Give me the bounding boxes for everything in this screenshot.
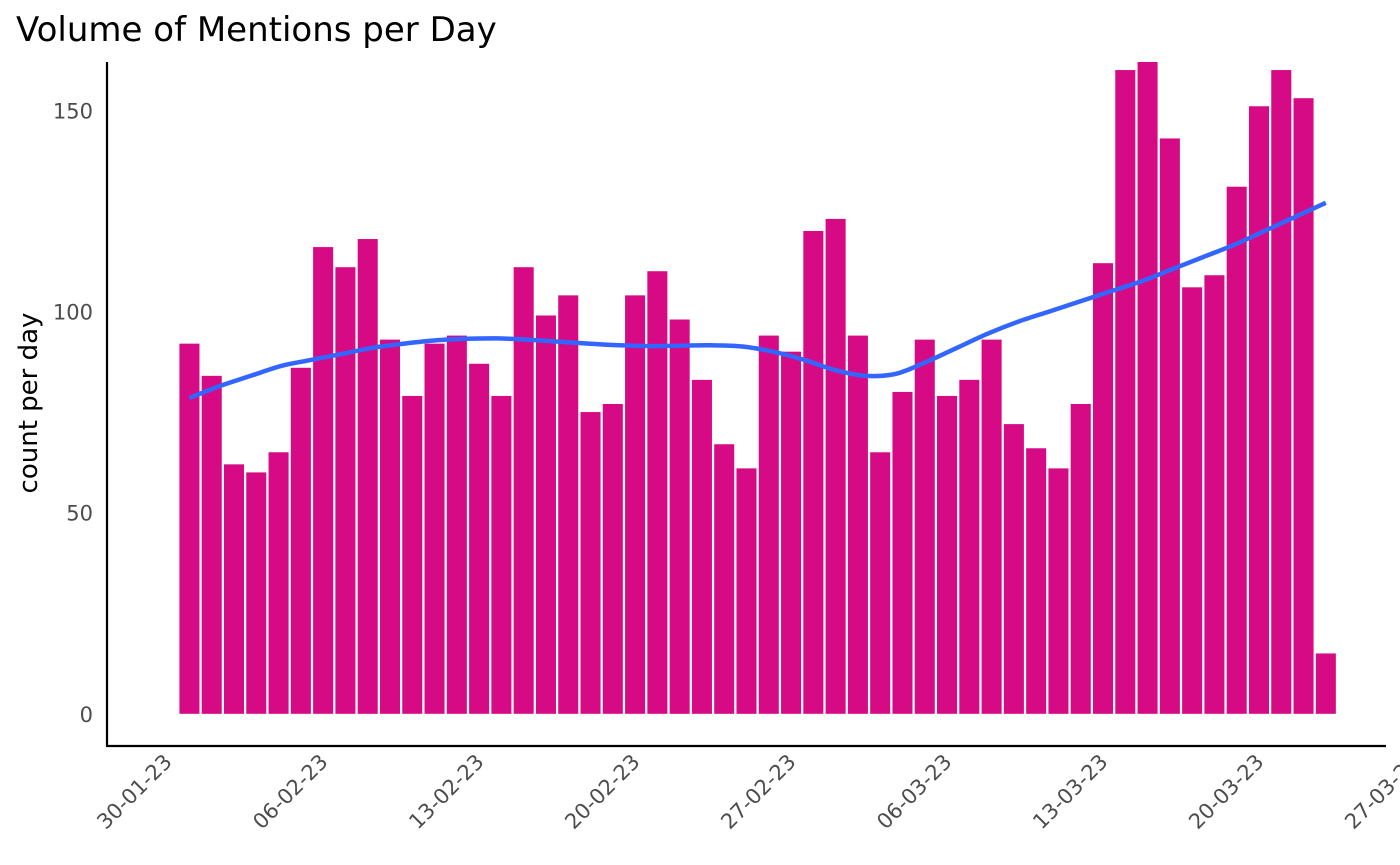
- bar: [736, 468, 757, 714]
- bar: [781, 351, 802, 714]
- bar: [669, 319, 690, 714]
- y-tick-label: 0: [80, 703, 93, 727]
- bar: [602, 404, 623, 714]
- bar: [446, 335, 467, 714]
- bars-layer: [179, 62, 1336, 714]
- smooth-trend-line: [188, 200, 1327, 401]
- bar: [179, 343, 200, 714]
- bar: [1115, 70, 1136, 714]
- bar: [424, 343, 445, 714]
- y-tick-label: 50: [66, 502, 93, 526]
- bar: [1048, 468, 1069, 714]
- bar: [290, 367, 311, 714]
- bar: [647, 271, 668, 714]
- bar: [1159, 138, 1180, 714]
- bar: [825, 218, 846, 714]
- bar: [1070, 404, 1091, 714]
- x-tick-label: 27-03-23: [1340, 750, 1400, 834]
- bar: [580, 412, 601, 714]
- bar: [1003, 424, 1024, 714]
- smooth-layer: [188, 200, 1327, 401]
- bar: [1026, 448, 1047, 714]
- bar: [892, 391, 913, 714]
- x-ticks: 30-01-23 06-02-23 13-02-23 20-02-23 27-02-23…: [92, 750, 1400, 834]
- bar: [268, 452, 289, 714]
- x-tick-label: 20-02-23: [560, 750, 644, 834]
- bar: [1182, 287, 1203, 714]
- bar: [491, 395, 512, 714]
- bar: [223, 464, 245, 714]
- bar: [959, 379, 980, 714]
- x-tick-label: 30-01-23: [92, 750, 176, 834]
- bar: [714, 444, 735, 714]
- chart-title: Volume of Mentions per Day: [16, 10, 497, 50]
- x-tick-label: 13-03-23: [1028, 750, 1112, 834]
- bar: [357, 239, 378, 714]
- x-tick-label: 13-02-23: [404, 750, 488, 834]
- bar: [937, 395, 958, 714]
- bar: [558, 295, 579, 714]
- bar: [535, 315, 556, 714]
- bar: [1092, 263, 1114, 714]
- bar: [1271, 70, 1292, 714]
- bar: [625, 295, 646, 714]
- bar: [1315, 653, 1336, 714]
- bar: [1293, 98, 1314, 714]
- bar: [379, 339, 401, 714]
- x-tick-label: 20-03-23: [1184, 750, 1268, 834]
- bar: [1248, 106, 1270, 714]
- bar: [758, 335, 779, 714]
- bar: [513, 267, 534, 714]
- bar: [469, 363, 490, 714]
- bar: [981, 339, 1002, 714]
- bar: [803, 230, 824, 714]
- x-tick-label: 06-03-23: [872, 750, 956, 834]
- bar: [914, 339, 935, 714]
- bar: [691, 379, 712, 714]
- bar: [1204, 275, 1225, 714]
- x-tick-label: 06-02-23: [248, 750, 332, 834]
- y-tick-label: 150: [53, 99, 93, 123]
- y-axis-label: count per day: [14, 313, 44, 494]
- bar: [1137, 62, 1158, 714]
- bar: [246, 472, 267, 714]
- bar: [1226, 186, 1247, 714]
- bar: [335, 267, 356, 714]
- bar: [402, 395, 423, 714]
- y-ticks: 0 50 100 150: [53, 99, 93, 727]
- bar: [847, 335, 868, 714]
- x-tick-label: 27-02-23: [716, 750, 800, 834]
- y-tick-label: 100: [53, 301, 93, 325]
- bar: [313, 247, 334, 714]
- bar: [870, 452, 891, 714]
- bar: [201, 375, 222, 714]
